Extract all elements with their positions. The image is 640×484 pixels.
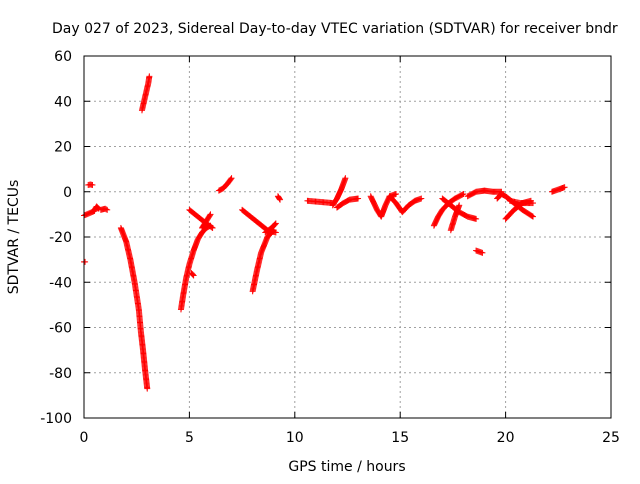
axes: 0 5 10 15 20 25 -100 -80 -60 -40 -20 0 20 40 60 <box>40 49 620 446</box>
data-point <box>189 271 196 278</box>
data-point <box>208 224 215 231</box>
y-tick-label: 20 <box>54 140 72 156</box>
grid <box>84 56 611 418</box>
data-point <box>529 213 536 220</box>
data-point <box>228 175 235 182</box>
data-point <box>103 206 110 213</box>
x-tick-label: 5 <box>185 430 194 446</box>
x-tick-label: 0 <box>80 430 89 446</box>
data-point <box>561 184 568 191</box>
data-point <box>342 175 349 182</box>
data-point <box>456 202 463 209</box>
data-point <box>459 191 466 198</box>
data-point <box>209 224 216 231</box>
y-tick-label: -100 <box>40 411 72 427</box>
data-point <box>392 191 399 198</box>
y-tick-label: 60 <box>54 49 72 65</box>
data-point <box>190 272 197 279</box>
data-point <box>82 258 89 265</box>
data-point <box>272 220 279 227</box>
plot-frame <box>83 55 612 419</box>
y-axis-label: SDTVAR / TECUs <box>6 180 22 295</box>
data-point <box>460 191 467 198</box>
data-point <box>418 195 425 202</box>
x-tick-label: 10 <box>286 430 304 446</box>
y-tick-label: -40 <box>49 275 72 291</box>
data-point <box>479 249 486 256</box>
data-point <box>227 176 234 183</box>
data-point <box>146 73 153 80</box>
data-point <box>207 211 214 218</box>
data-point <box>89 181 96 188</box>
y-tick-label: 40 <box>54 94 72 110</box>
y-tick-label: -80 <box>49 366 72 382</box>
data-points <box>81 73 568 392</box>
data-point <box>272 229 279 236</box>
chart-title: Day 027 of 2023, Sidereal Day-to-day VTE… <box>52 21 618 37</box>
data-point <box>473 215 480 222</box>
x-tick-label: 20 <box>497 430 515 446</box>
data-point <box>530 200 537 207</box>
data-point <box>277 196 284 203</box>
data-point <box>206 212 213 219</box>
x-axis-label: GPS time / hours <box>288 459 405 475</box>
data-point <box>104 206 111 213</box>
data-point <box>272 221 279 228</box>
y-tick-label: -20 <box>49 230 72 246</box>
data-point <box>276 195 283 202</box>
data-point <box>355 195 362 202</box>
x-tick-label: 25 <box>602 430 620 446</box>
x-tick-label: 15 <box>391 430 409 446</box>
y-tick-label: 0 <box>63 185 72 201</box>
data-point <box>530 213 537 220</box>
y-tick-label: -60 <box>49 321 72 337</box>
data-point <box>144 385 151 392</box>
